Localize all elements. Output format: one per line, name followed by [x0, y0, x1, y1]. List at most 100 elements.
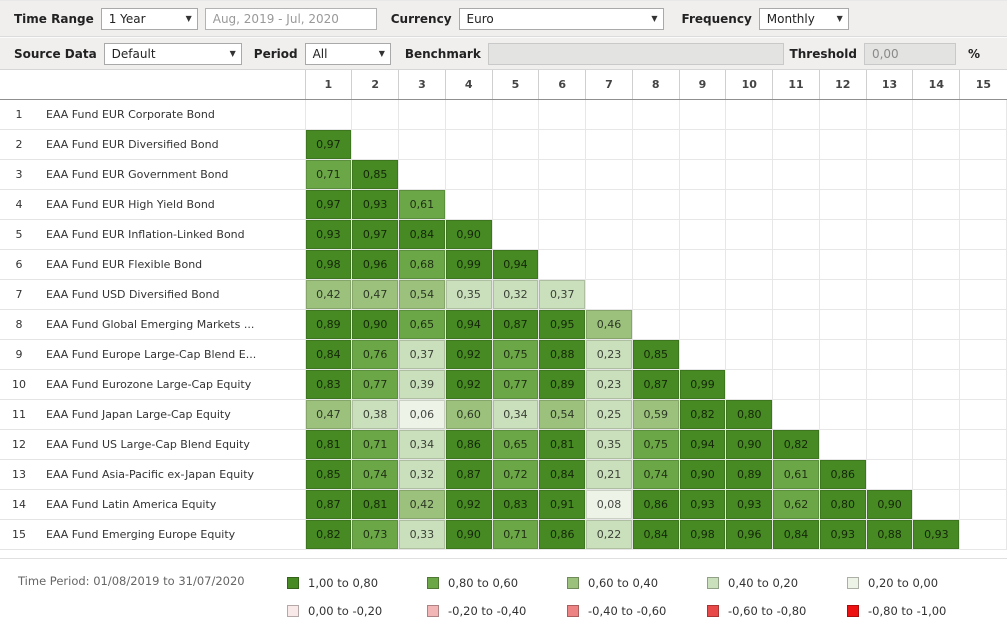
empty-cell	[726, 99, 773, 129]
correlation-cell: 0,85	[632, 339, 679, 369]
legend-swatch-icon	[287, 605, 299, 617]
correlation-cell: 0,83	[305, 369, 352, 399]
empty-cell	[632, 159, 679, 189]
matrix-row-11: 11EAA Fund Japan Large-Cap Equity0,470,3…	[0, 399, 1007, 429]
correlation-cell: 0,54	[539, 399, 586, 429]
matrix-row-15: 15EAA Fund Emerging Europe Equity0,820,7…	[0, 519, 1007, 549]
empty-cell	[960, 429, 1007, 459]
empty-cell	[539, 159, 586, 189]
empty-cell	[866, 459, 913, 489]
empty-cell	[913, 309, 960, 339]
empty-cell	[960, 489, 1007, 519]
empty-cell	[679, 249, 726, 279]
empty-cell	[726, 189, 773, 219]
correlation-cell: 0,68	[399, 249, 446, 279]
period-label: Period	[254, 47, 298, 61]
empty-cell	[632, 309, 679, 339]
correlation-cell: 0,72	[492, 459, 539, 489]
legend-swatch-icon	[427, 577, 439, 589]
correlation-cell: 0,81	[352, 489, 399, 519]
empty-cell	[913, 99, 960, 129]
correlation-cell: 0,88	[866, 519, 913, 549]
fund-name: EAA Fund EUR Flexible Bond	[38, 249, 305, 279]
empty-cell	[819, 219, 866, 249]
empty-cell	[773, 339, 820, 369]
empty-cell	[773, 249, 820, 279]
empty-cell	[819, 99, 866, 129]
correlation-cell: 0,84	[773, 519, 820, 549]
matrix-row-9: 9EAA Fund Europe Large-Cap Blend E...0,8…	[0, 339, 1007, 369]
empty-cell	[960, 279, 1007, 309]
legend-swatch-icon	[427, 605, 439, 617]
column-header-10: 10	[726, 70, 773, 99]
empty-cell	[492, 159, 539, 189]
period-select[interactable]: All ▼	[305, 43, 391, 65]
empty-cell	[866, 399, 913, 429]
empty-cell	[913, 189, 960, 219]
correlation-cell: 0,93	[352, 189, 399, 219]
frequency-label: Frequency	[682, 12, 752, 26]
column-header-3: 3	[399, 70, 446, 99]
correlation-cell: 0,84	[305, 339, 352, 369]
correlation-cell: 0,90	[445, 519, 492, 549]
empty-cell	[866, 99, 913, 129]
empty-cell	[632, 99, 679, 129]
correlation-cell: 0,94	[445, 309, 492, 339]
date-range-input[interactable]: Aug, 2019 - Jul, 2020	[205, 8, 377, 30]
empty-cell	[866, 279, 913, 309]
empty-cell	[539, 99, 586, 129]
correlation-cell: 0,37	[399, 339, 446, 369]
empty-cell	[866, 159, 913, 189]
empty-cell	[960, 129, 1007, 159]
threshold-unit: %	[968, 47, 980, 61]
empty-cell	[913, 369, 960, 399]
correlation-cell: 0,92	[445, 339, 492, 369]
legend-label: -0,60 to -0,80	[728, 604, 806, 618]
empty-cell	[913, 159, 960, 189]
source-data-select[interactable]: Default ▼	[104, 43, 242, 65]
correlation-cell: 0,75	[632, 429, 679, 459]
correlation-cell: 0,99	[445, 249, 492, 279]
correlation-cell: 0,74	[352, 459, 399, 489]
matrix-row-7: 7EAA Fund USD Diversified Bond0,420,470,…	[0, 279, 1007, 309]
correlation-cell: 0,61	[399, 189, 446, 219]
correlation-cell: 0,47	[352, 279, 399, 309]
footer: Time Period: 01/08/2019 to 31/07/2020 1,…	[0, 558, 1007, 623]
correlation-matrix-app: Time Range 1 Year ▼ Aug, 2019 - Jul, 202…	[0, 0, 1007, 623]
correlation-cell: 0,46	[586, 309, 633, 339]
empty-cell	[819, 189, 866, 219]
toolbar-row-1: Time Range 1 Year ▼ Aug, 2019 - Jul, 202…	[0, 1, 1007, 37]
correlation-cell: 0,39	[399, 369, 446, 399]
empty-cell	[866, 309, 913, 339]
legend-label: -0,80 to -1,00	[868, 604, 946, 618]
correlation-cell: 0,47	[305, 399, 352, 429]
correlation-cell: 0,38	[352, 399, 399, 429]
legend-swatch-icon	[567, 605, 579, 617]
legend-swatch-icon	[847, 605, 859, 617]
legend-swatch-icon	[567, 577, 579, 589]
correlation-cell: 0,59	[632, 399, 679, 429]
empty-cell	[773, 399, 820, 429]
empty-cell	[773, 369, 820, 399]
empty-cell	[913, 129, 960, 159]
empty-cell	[726, 249, 773, 279]
time-period-text: Time Period: 01/08/2019 to 31/07/2020	[0, 569, 287, 623]
fund-name: EAA Fund Eurozone Large-Cap Equity	[38, 369, 305, 399]
matrix-row-13: 13EAA Fund Asia-Pacific ex-Japan Equity0…	[0, 459, 1007, 489]
correlation-cell: 0,35	[586, 429, 633, 459]
time-range-select[interactable]: 1 Year ▼	[101, 8, 198, 30]
empty-cell	[445, 159, 492, 189]
column-header-13: 13	[866, 70, 913, 99]
correlation-cell: 0,90	[445, 219, 492, 249]
correlation-cell: 0,97	[305, 129, 352, 159]
correlation-cell: 0,25	[586, 399, 633, 429]
currency-select[interactable]: Euro ▼	[459, 8, 664, 30]
frequency-select[interactable]: Monthly ▼	[759, 8, 849, 30]
correlation-cell: 0,54	[399, 279, 446, 309]
empty-cell	[913, 429, 960, 459]
empty-cell	[539, 219, 586, 249]
empty-cell	[726, 219, 773, 249]
correlation-cell: 0,34	[399, 429, 446, 459]
correlation-cell: 0,61	[773, 459, 820, 489]
correlation-cell: 0,83	[492, 489, 539, 519]
